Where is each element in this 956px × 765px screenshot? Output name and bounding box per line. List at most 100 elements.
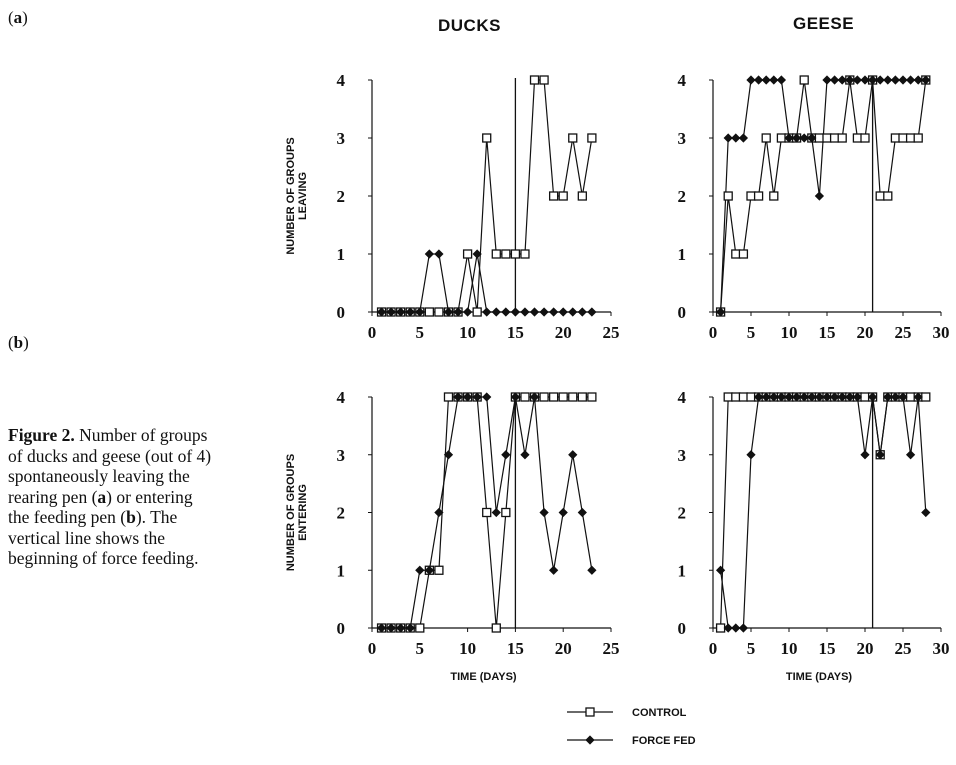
y-tick-label: 4 [678,388,687,407]
x-tick-label: 5 [747,323,756,342]
data-point-filled-diamond [415,565,425,575]
data-point-filled-diamond [837,392,847,402]
data-point-filled-diamond [539,507,549,518]
data-point-open-square [424,307,435,317]
data-point-open-square [822,133,832,143]
data-point-filled-diamond [453,392,463,402]
data-point-open-square [814,133,825,143]
data-point-filled-diamond [738,133,749,143]
data-point-open-square [434,307,444,317]
data-point-open-square [520,249,530,259]
y-tick-label: 0 [337,619,346,638]
x-axis-label: TIME (DAYS) [786,671,853,683]
data-point-open-square [529,75,540,85]
data-point-open-square [761,133,771,143]
y-tick-label: 3 [337,446,346,465]
data-point-filled-diamond [921,507,931,518]
series-line-filled-diamond [720,396,927,629]
data-point-filled-diamond [799,133,809,143]
data-point-open-square [890,133,901,143]
x-tick-label: 0 [709,639,718,658]
data-point-open-square [501,249,511,259]
x-tick-label: 15 [819,639,836,658]
data-point-open-square [415,623,425,633]
x-tick-label: 0 [368,323,377,342]
data-point-filled-diamond [424,249,434,259]
data-point-open-square [548,392,559,402]
data-point-filled-diamond [753,392,764,402]
data-point-open-square [746,392,756,402]
data-point-filled-diamond [443,307,454,317]
data-point-filled-diamond [776,392,787,402]
x-tick-label: 10 [459,323,476,342]
chart-ducks-leaving: 0 1 2 3 4 0 5 10 15 20 25 NUMBER OF GROUPS LEAVING [285,71,620,342]
data-point-filled-diamond [829,392,840,402]
data-point-filled-diamond [883,392,893,402]
x-tick-label: 15 [507,639,524,658]
legend: CONTROL FORCE FED [567,707,696,747]
data-point-filled-diamond [376,623,387,633]
data-point-filled-diamond [890,75,901,85]
data-point-filled-diamond [875,450,885,460]
data-point-filled-diamond [829,75,840,85]
y-axis-label-line-2: LEAVING [297,172,309,220]
data-point-filled-diamond [791,392,802,402]
data-point-filled-diamond [814,191,825,201]
data-point-filled-diamond [746,75,756,85]
data-point-filled-diamond [482,307,492,317]
data-point-filled-diamond [520,450,530,460]
data-point-filled-diamond [776,75,787,85]
data-point-filled-diamond [867,75,878,85]
y-tick-label: 0 [678,619,687,638]
data-point-open-square [715,623,726,633]
data-point-open-square [738,249,749,259]
data-point-filled-diamond [822,75,832,85]
data-point-filled-diamond [491,307,501,317]
x-tick-label: 5 [416,323,425,342]
data-point-filled-diamond [568,307,578,317]
data-point-filled-diamond [753,75,764,85]
data-point-filled-diamond [807,133,817,143]
data-point-open-square [905,133,916,143]
data-point-open-square [520,392,530,402]
x-tick-label: 5 [416,639,425,658]
data-point-open-square [558,392,568,402]
data-point-filled-diamond [434,249,444,259]
data-point-open-square [482,507,492,518]
data-point-filled-diamond [453,307,463,317]
data-point-open-square [898,133,908,143]
data-point-open-square [776,133,787,143]
data-point-open-square [510,249,521,259]
y-tick-label: 1 [337,561,346,580]
data-point-open-square [723,191,733,201]
data-point-filled-diamond [577,307,587,317]
x-tick-label: 30 [933,323,950,342]
data-point-open-square [577,392,587,402]
data-point-filled-diamond [577,507,587,518]
data-point-filled-diamond [715,565,726,575]
x-tick-label: 15 [507,323,524,342]
data-point-filled-diamond [549,565,559,575]
data-point-filled-diamond [860,450,870,460]
y-axis-label-line-1: NUMBER OF GROUPS [285,137,297,254]
data-point-filled-diamond [396,307,406,317]
data-point-filled-diamond [731,133,741,143]
data-point-filled-diamond [587,307,597,317]
y-tick-label: 2 [678,504,687,523]
data-point-open-square [731,392,741,402]
data-point-filled-diamond [913,392,923,402]
data-point-open-square [482,133,492,143]
data-point-filled-diamond [723,133,733,143]
x-tick-label: 20 [555,323,572,342]
data-point-open-square [462,249,473,259]
y-tick-label: 3 [678,446,687,465]
legend-marker-open-square [585,707,595,717]
y-tick-label: 2 [337,187,346,206]
x-tick-label: 10 [781,323,798,342]
data-point-filled-diamond [852,75,863,85]
data-point-filled-diamond [501,450,511,460]
data-point-filled-diamond [434,507,444,518]
data-point-open-square [539,392,549,402]
data-point-filled-diamond [898,392,908,402]
